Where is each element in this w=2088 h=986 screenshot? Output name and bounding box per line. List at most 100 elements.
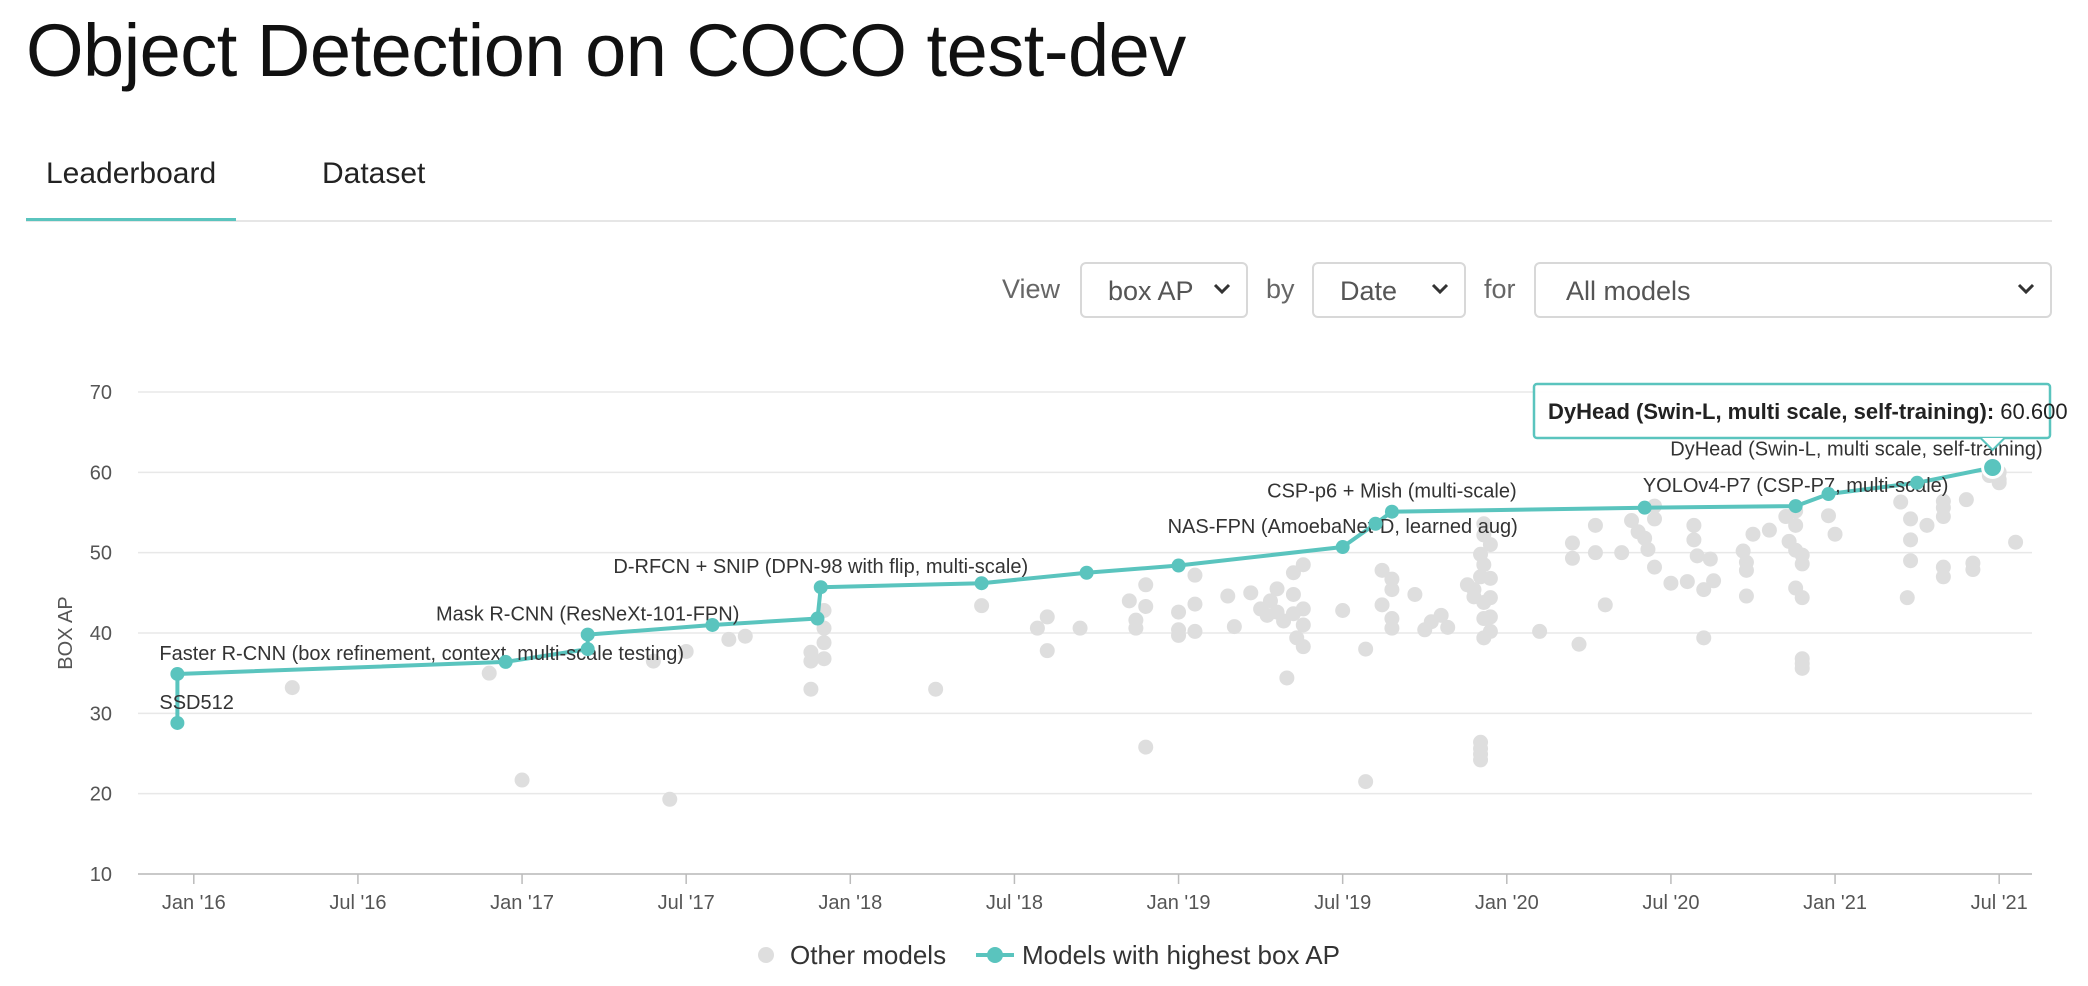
other-model-point[interactable] [1476,557,1492,573]
other-model-point[interactable] [1138,577,1154,593]
other-model-point[interactable] [481,665,497,681]
sota-point[interactable] [1335,540,1350,555]
other-model-point[interactable] [816,635,832,651]
other-model-point[interactable] [1482,537,1498,553]
other-model-point[interactable] [1663,575,1679,591]
other-model-point[interactable] [1384,620,1400,636]
other-model-point[interactable] [1039,643,1055,659]
other-model-point[interactable] [1243,585,1259,601]
sota-point[interactable] [1079,565,1094,580]
other-model-point[interactable] [1735,543,1751,559]
other-model-point[interactable] [1482,570,1498,586]
other-model-point[interactable] [1637,530,1653,546]
other-model-point[interactable] [1384,571,1400,587]
sota-point[interactable] [810,611,825,626]
other-model-point[interactable] [1640,541,1656,557]
other-model-point[interactable] [1761,522,1777,538]
other-model-point[interactable] [1689,548,1705,564]
other-model-point[interactable] [1335,603,1351,619]
sota-point[interactable] [813,580,828,595]
other-model-point[interactable] [1614,545,1630,561]
sota-point[interactable] [1910,475,1925,490]
sota-point-highlighted[interactable] [1981,456,2005,480]
other-model-point[interactable] [1794,590,1810,606]
other-model-point[interactable] [2008,534,2024,550]
sota-point[interactable] [1637,500,1652,515]
other-model-point[interactable] [1171,622,1187,638]
other-model-point[interactable] [678,643,694,659]
other-model-point[interactable] [1358,774,1374,790]
other-model-point[interactable] [1935,509,1951,525]
other-model-point[interactable] [928,681,944,697]
sota-point[interactable] [170,715,185,730]
other-model-point[interactable] [1121,593,1137,609]
other-model-point[interactable] [1571,636,1587,652]
other-model-point[interactable] [1433,607,1449,623]
other-model-point[interactable] [1991,475,2007,491]
other-model-point[interactable] [1220,588,1236,604]
legend-other-label[interactable]: Other models [790,940,946,970]
other-model-point[interactable] [1482,609,1498,625]
other-model-point[interactable] [1903,553,1919,569]
other-model-point[interactable] [1903,532,1919,548]
sota-point[interactable] [705,617,720,632]
other-model-point[interactable] [1374,562,1390,578]
other-model-point[interactable] [1295,617,1311,633]
other-model-point[interactable] [1647,559,1663,575]
other-model-point[interactable] [1597,597,1613,613]
other-model-point[interactable] [1788,517,1804,533]
other-model-point[interactable] [1226,619,1242,635]
other-model-point[interactable] [1358,641,1374,657]
other-model-point[interactable] [803,681,819,697]
other-model-point[interactable] [1827,526,1843,542]
other-model-point[interactable] [1745,526,1761,542]
other-model-point[interactable] [1532,623,1548,639]
other-model-point[interactable] [1899,590,1915,606]
other-model-point[interactable] [1384,582,1400,598]
other-model-point[interactable] [1686,517,1702,533]
other-model-point[interactable] [1965,562,1981,578]
other-model-point[interactable] [1187,596,1203,612]
sota-point[interactable] [1368,516,1383,531]
sota-point[interactable] [580,627,595,642]
legend-sota-label[interactable]: Models with highest box AP [1022,940,1340,970]
other-model-point[interactable] [1564,535,1580,551]
other-model-point[interactable] [737,628,753,644]
other-model-point[interactable] [1476,516,1492,532]
other-model-point[interactable] [1279,670,1295,686]
other-model-point[interactable] [974,598,990,614]
sota-point[interactable] [1384,504,1399,519]
other-model-point[interactable] [1679,574,1695,590]
sota-point[interactable] [170,666,185,681]
other-model-point[interactable] [1039,609,1055,625]
other-model-point[interactable] [1262,593,1278,609]
other-model-point[interactable] [1187,567,1203,583]
tab-leaderboard[interactable]: Leaderboard [26,152,236,221]
other-model-point[interactable] [803,653,819,669]
other-model-point[interactable] [645,653,661,669]
other-model-point[interactable] [1794,660,1810,676]
other-model-point[interactable] [1647,511,1663,527]
other-model-point[interactable] [1958,492,1974,508]
other-model-point[interactable] [1072,620,1088,636]
other-model-point[interactable] [1935,569,1951,585]
sota-point[interactable] [974,576,989,591]
sota-point[interactable] [498,654,513,669]
for-select[interactable]: All models [1534,262,2052,318]
other-model-point[interactable] [816,651,832,667]
by-select[interactable]: Date [1312,262,1466,318]
other-model-point[interactable] [1171,604,1187,620]
other-model-point[interactable] [1738,588,1754,604]
other-model-point[interactable] [1820,508,1836,524]
other-model-point[interactable] [1187,623,1203,639]
other-model-point[interactable] [1269,581,1285,597]
other-model-point[interactable] [284,680,300,696]
other-model-point[interactable] [1295,639,1311,655]
other-model-point[interactable] [1138,739,1154,755]
other-model-point[interactable] [1440,619,1456,635]
other-model-point[interactable] [1128,620,1144,636]
other-model-point[interactable] [1624,513,1640,529]
other-model-point[interactable] [1706,573,1722,589]
sota-point[interactable] [1788,499,1803,514]
other-model-point[interactable] [1482,623,1498,639]
